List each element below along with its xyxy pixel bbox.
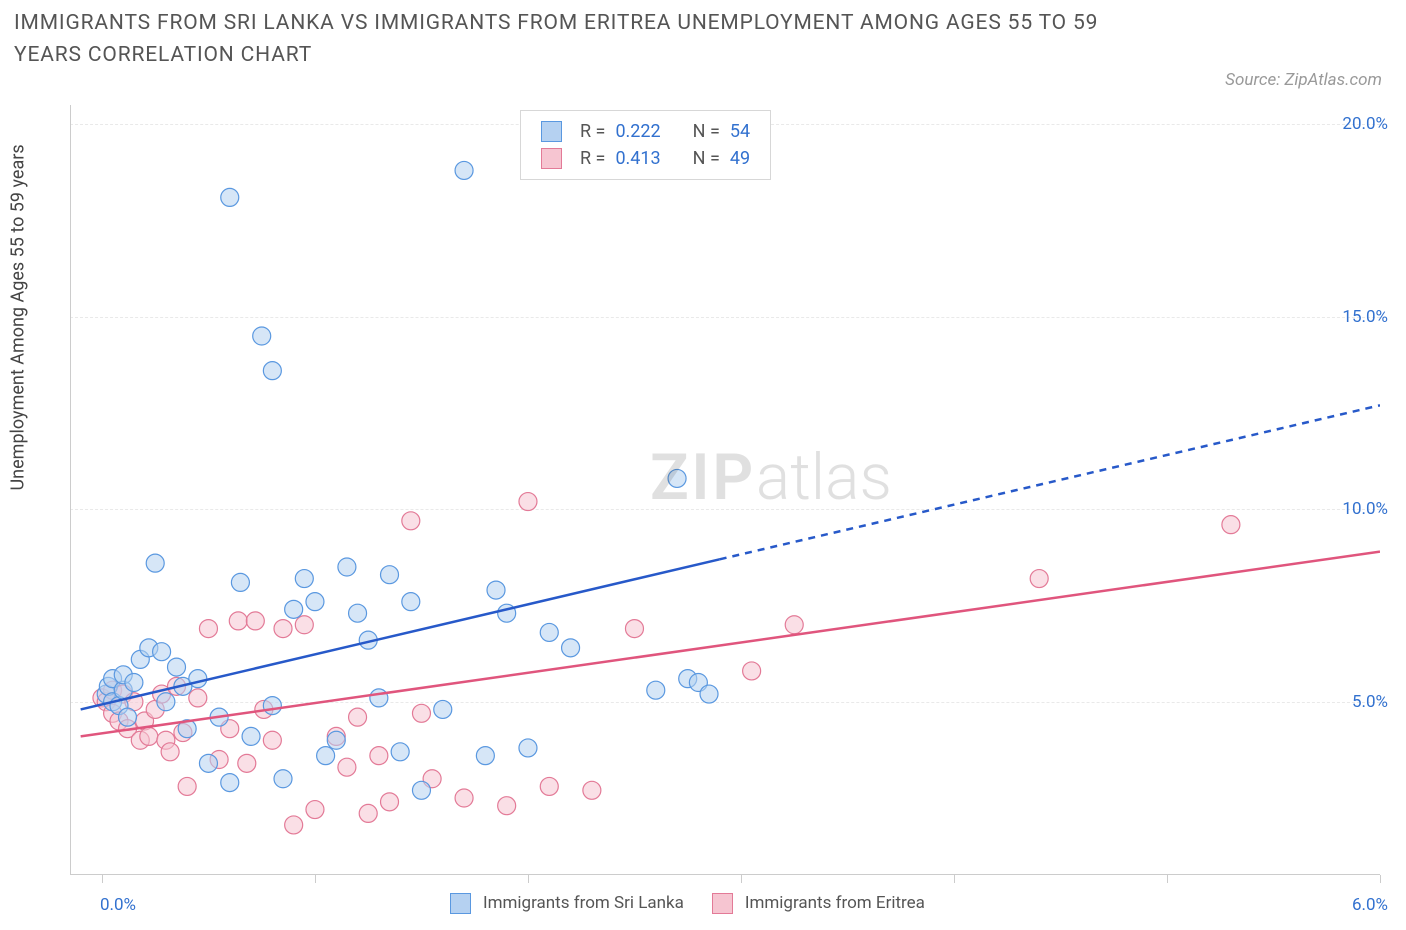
x-tick-label: 6.0% [1352, 895, 1388, 915]
legend-row-eritrea: R = 0.413 N = 49 [541, 145, 750, 172]
swatch-eritrea-bottom [712, 893, 733, 914]
legend-item-eritrea: Immigrants from Eritrea [712, 893, 925, 914]
page-title: IMMIGRANTS FROM SRI LANKA VS IMMIGRANTS … [14, 8, 1164, 71]
swatch-srilanka-bottom [450, 893, 471, 914]
scatter-plot [70, 105, 1380, 875]
swatch-eritrea [541, 148, 562, 169]
legend-item-srilanka: Immigrants from Sri Lanka [450, 893, 684, 914]
y-axis-label: Unemployment Among Ages 55 to 59 years [8, 144, 29, 490]
source-credit: Source: ZipAtlas.com [1225, 70, 1382, 90]
stats-legend: R = 0.222 N = 54 R = 0.413 N = 49 [520, 110, 771, 180]
swatch-srilanka [541, 121, 562, 142]
bottom-legend: Immigrants from Sri Lanka Immigrants fro… [450, 893, 925, 914]
x-tick-label: 0.0% [100, 895, 136, 915]
legend-row-srilanka: R = 0.222 N = 54 [541, 118, 750, 145]
